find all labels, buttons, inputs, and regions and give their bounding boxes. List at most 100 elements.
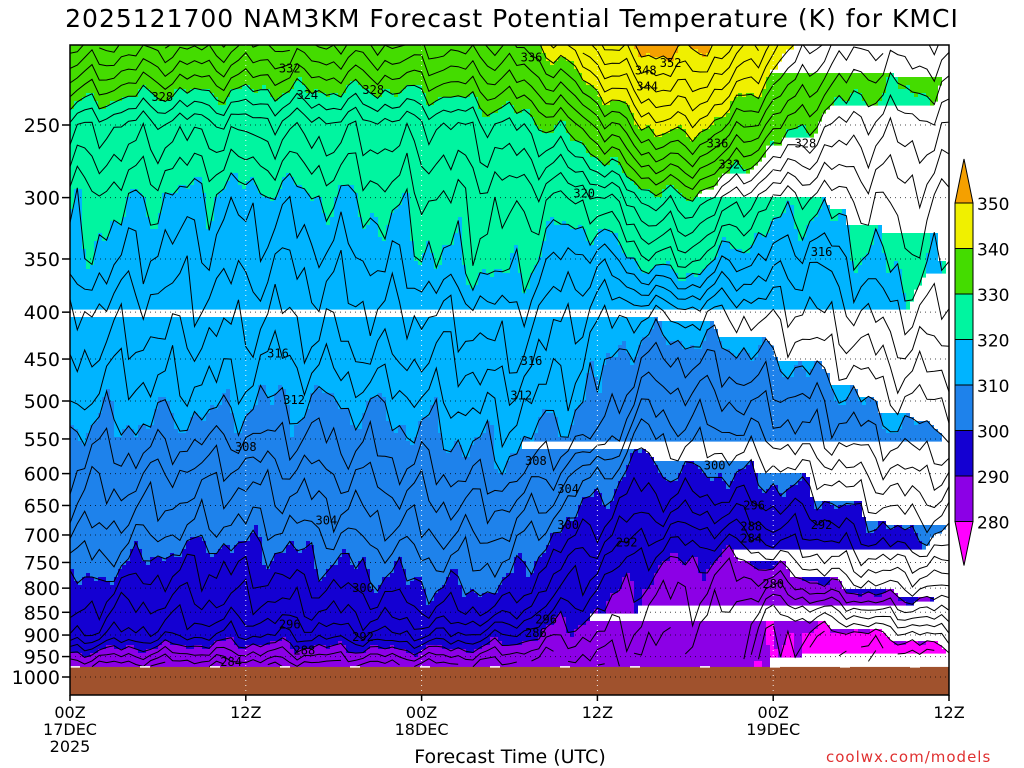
contour-fill-cell <box>438 265 466 270</box>
contour-fill-cell <box>450 573 458 578</box>
contour-fill-cell <box>234 429 242 434</box>
contour-fill-cell <box>618 157 762 162</box>
contour-fill-cell <box>302 185 338 190</box>
contour-fill-cell <box>906 297 914 302</box>
contour-fill-cell <box>686 197 694 202</box>
contour-fill-cell <box>294 433 406 438</box>
contour-fill-cell <box>510 457 630 462</box>
contour-fill-cell <box>70 149 586 154</box>
contour-fill-cell <box>82 217 122 222</box>
contour-fill-cell <box>98 105 106 110</box>
contour-fill-cell <box>738 353 750 358</box>
contour-fill-cell <box>462 261 510 266</box>
contour-fill-cell <box>618 241 722 246</box>
contour-fill-cell <box>794 653 802 658</box>
contour-fill-cell <box>782 649 794 654</box>
contour-fill-cell <box>442 645 482 650</box>
contour-fill-cell <box>770 229 798 234</box>
colorbar-label: 340 <box>977 241 1009 261</box>
contour-fill-cell <box>70 569 74 574</box>
contour-fill-cell <box>550 217 554 222</box>
contour-fill-cell <box>562 613 590 618</box>
contour-fill-cell <box>306 85 346 90</box>
contour-fill-cell <box>378 221 390 226</box>
contour-fill-cell <box>602 501 610 506</box>
contour-fill-cell <box>170 409 210 414</box>
y-tick-label: 300 <box>24 188 60 210</box>
contour-fill-cell <box>150 225 158 230</box>
contour-fill-cell <box>70 561 126 566</box>
contour-fill-cell <box>782 373 794 378</box>
contour-fill-cell <box>286 401 310 406</box>
contour-fill-cell <box>462 253 510 258</box>
contour-fill-cell <box>410 201 786 206</box>
contour-fill-cell <box>190 417 202 422</box>
contour-fill-cell <box>366 409 386 414</box>
contour-fill-cell <box>670 557 678 562</box>
contour-fill-cell <box>406 649 422 654</box>
contour-fill-cell <box>490 273 494 278</box>
contour-fill-cell <box>414 249 426 254</box>
contour-fill-cell <box>458 569 514 574</box>
contour-fill-cell <box>398 93 426 98</box>
contour-fill-cell <box>150 89 174 94</box>
contour-fill-cell <box>70 489 594 494</box>
contour-fill-cell <box>350 557 362 562</box>
contour-fill-cell <box>822 505 834 510</box>
contour-fill-cell <box>290 89 306 94</box>
contour-fill-cell <box>766 637 774 642</box>
contour-fill-cell <box>86 437 406 442</box>
contour-fill-cell <box>226 97 274 102</box>
contour-fill-cell <box>70 393 106 398</box>
y-tick-label: 400 <box>24 302 60 324</box>
contour-fill-cell <box>362 421 390 426</box>
contour-fill-cell <box>734 161 738 166</box>
contour-fill-cell <box>762 89 854 94</box>
contour-fill-cell <box>642 269 650 274</box>
contour-fill-cell <box>682 469 702 474</box>
contour-fill-cell <box>578 509 862 514</box>
contour-fill-cell <box>114 421 154 426</box>
contour-fill-cell <box>158 645 186 650</box>
contour-fill-cell <box>290 645 314 650</box>
contour-fill-cell <box>394 561 402 566</box>
contour-fill-cell <box>358 213 370 218</box>
contour-fill-cell <box>810 373 830 378</box>
contour-fill-cell <box>262 537 550 542</box>
contour-fill-cell <box>614 497 814 502</box>
contour-fill-cell <box>526 289 902 294</box>
contour-fill-cell <box>558 425 570 430</box>
contour-fill-cell <box>422 253 434 258</box>
contour-fill-cell <box>678 473 706 478</box>
contour-fill-cell <box>470 449 494 454</box>
contour-fill-cell <box>414 437 442 442</box>
contour-fill-cell <box>798 361 802 366</box>
contour-fill-cell <box>518 269 534 274</box>
contour-fill-cell <box>930 97 938 102</box>
contour-fill-cell <box>774 641 786 646</box>
x-tick-label: 12Z <box>582 703 613 722</box>
contour-fill-cell <box>70 481 618 486</box>
contour-fill-cell <box>882 241 930 246</box>
contour-fill-cell <box>310 393 334 398</box>
contour-fill-cell <box>114 645 126 650</box>
contour-fill-cell <box>930 597 934 602</box>
contour-fill-cell <box>642 589 846 594</box>
contour-fill-cell <box>582 501 602 506</box>
contour-fill-cell <box>370 217 378 222</box>
contour-fill-cell <box>126 201 146 206</box>
contour-fill-cell <box>86 249 94 254</box>
contour-fill-cell <box>662 133 686 138</box>
contour-fill-cell <box>602 369 782 374</box>
contour-fill-cell <box>626 345 638 350</box>
contour-fill-cell <box>70 661 754 666</box>
contour-fill-cell <box>886 85 898 90</box>
y-tick-label: 950 <box>24 647 60 669</box>
contour-fill-cell <box>798 237 802 242</box>
contour-fill-cell <box>314 561 338 566</box>
x-tick-label: 12Z <box>933 703 964 722</box>
contour-fill-cell <box>278 97 426 102</box>
contour-fill-cell <box>730 349 742 354</box>
contour-fill-cell <box>706 265 854 270</box>
